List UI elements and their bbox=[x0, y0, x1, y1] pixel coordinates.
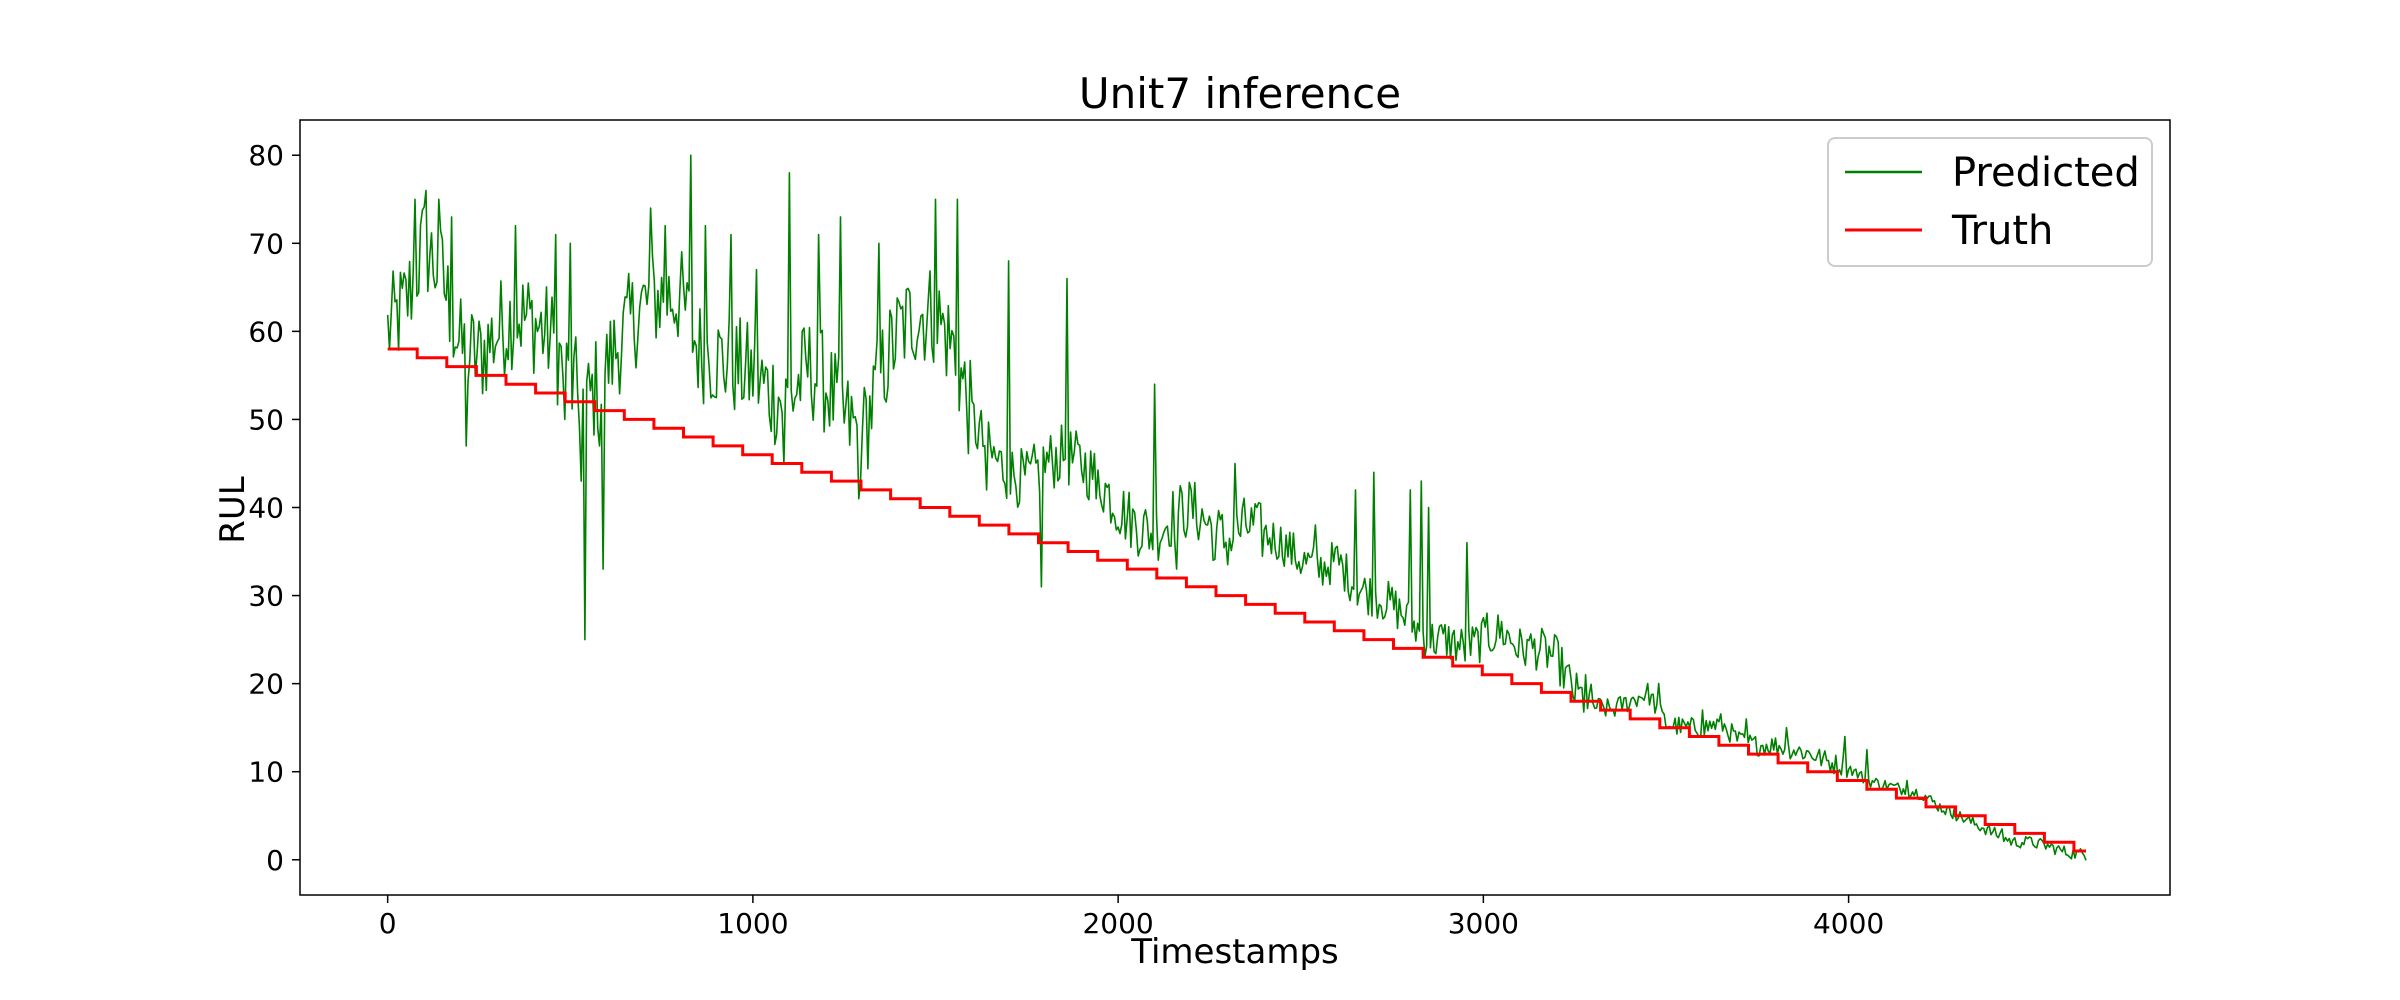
legend-truth-label: Truth bbox=[1951, 208, 2053, 254]
x-axis-label: Timestamps bbox=[1130, 932, 1339, 972]
y-tick-label: 40 bbox=[248, 492, 284, 525]
y-tick-label: 60 bbox=[248, 315, 284, 348]
series-predicted-line bbox=[386, 154, 2087, 861]
y-tick-label: 70 bbox=[248, 227, 284, 260]
y-tick-label: 30 bbox=[248, 580, 284, 613]
series-truth-line bbox=[387, 347, 2086, 853]
y-tick-label: 50 bbox=[248, 403, 284, 436]
y-axis-label: RUL bbox=[213, 476, 253, 544]
x-tick-label: 4000 bbox=[1813, 907, 1884, 940]
legend-box bbox=[1827, 137, 2153, 267]
x-axis-ticks: 0 1000 2000 3000 4000 bbox=[379, 895, 1884, 940]
x-tick-label: 0 bbox=[379, 907, 397, 940]
y-tick-label: 80 bbox=[248, 139, 284, 172]
x-tick-label: 2000 bbox=[1082, 907, 1153, 940]
y-tick-label: 20 bbox=[248, 668, 284, 701]
x-tick-label: 1000 bbox=[717, 907, 788, 940]
x-tick-label: 3000 bbox=[1448, 907, 1519, 940]
legend-predicted-label: Predicted bbox=[1952, 150, 2140, 196]
legend: Predicted Truth bbox=[1827, 137, 2153, 267]
y-tick-label: 0 bbox=[266, 844, 284, 877]
series-lines bbox=[386, 154, 2087, 861]
chart-title: Unit7 inference bbox=[1079, 69, 1401, 118]
y-axis-ticks: 0 10 20 30 40 50 60 70 80 bbox=[248, 139, 300, 877]
y-tick-label: 10 bbox=[248, 756, 284, 789]
